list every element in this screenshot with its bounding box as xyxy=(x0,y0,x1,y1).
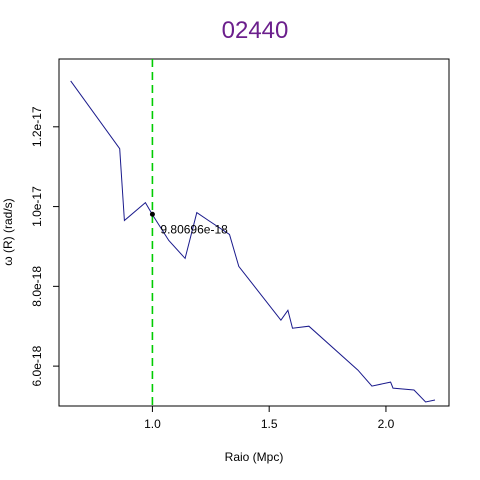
y-tick-label: 6.0e-18 xyxy=(30,345,44,386)
x-tick-label: 1.5 xyxy=(261,417,278,431)
marker-point xyxy=(149,211,155,217)
x-tick-label: 1.0 xyxy=(144,417,161,431)
marker-label: 9.80696e-18 xyxy=(160,222,228,236)
plot-frame xyxy=(58,58,450,407)
y-tick-label: 1.0e-17 xyxy=(30,186,44,227)
chart-title: 02440 xyxy=(222,17,289,44)
x-tick-label: 2.0 xyxy=(378,417,395,431)
series-line xyxy=(70,80,436,403)
y-axis: 6.0e-18 8.0e-18 1.0e-17 1.2e-17 xyxy=(30,106,59,386)
x-axis-label: Raio (Mpc) xyxy=(225,450,284,464)
y-tick-label: 8.0e-18 xyxy=(30,266,44,307)
x-axis: 1.0 1.5 2.0 xyxy=(144,406,395,431)
y-axis-label: ω (R) (rad/s) xyxy=(1,198,15,265)
y-tick-label: 1.2e-17 xyxy=(30,106,44,147)
